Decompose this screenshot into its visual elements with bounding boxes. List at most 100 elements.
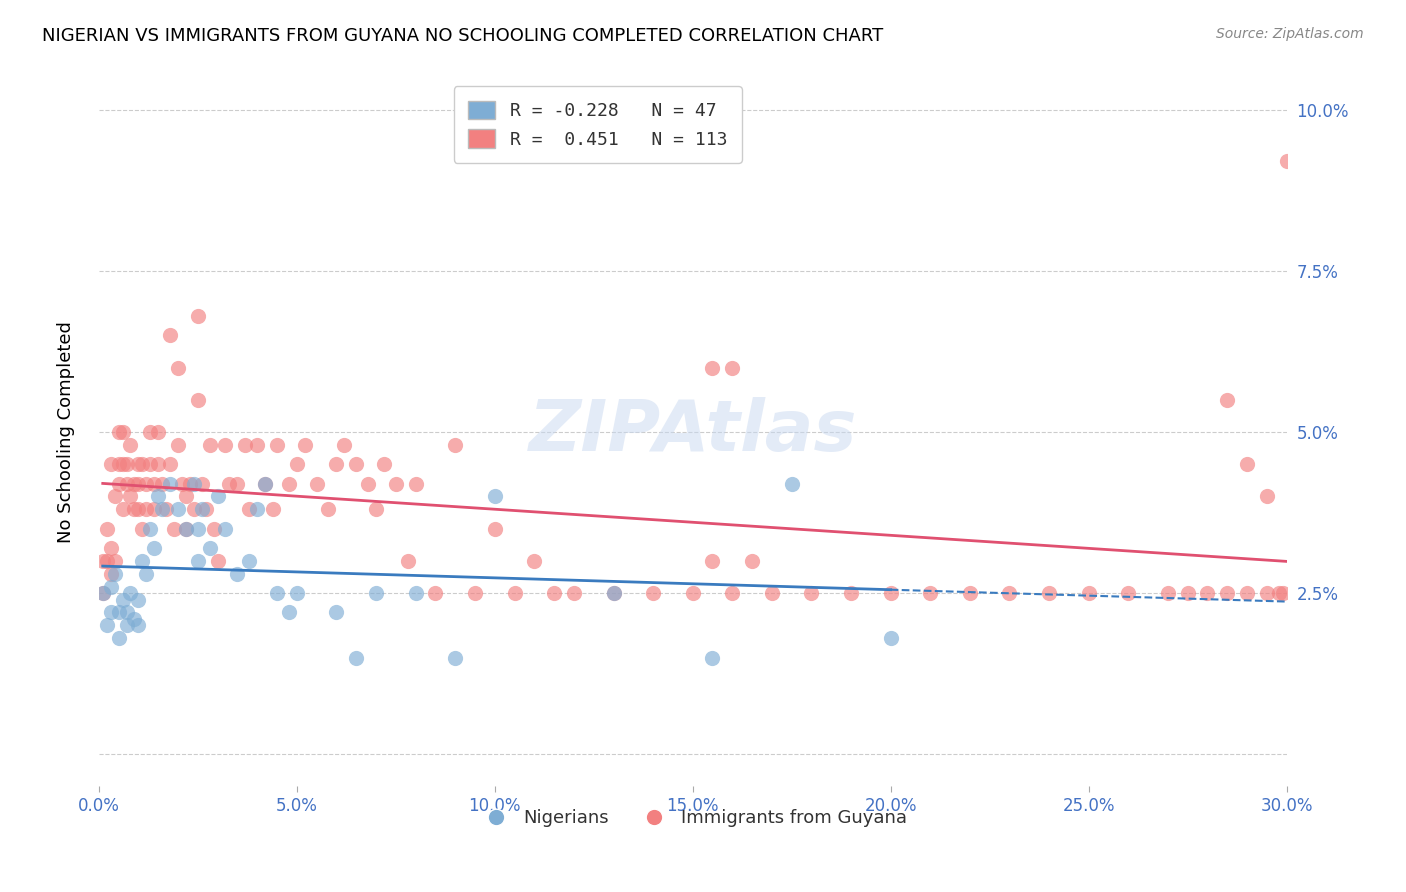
Point [124,612,146,626]
Point [143,476,166,491]
Point [364,502,387,516]
Point [174,490,197,504]
Point [143,502,166,516]
Point [148,490,170,504]
Point [879,632,901,646]
Point [100,566,122,581]
Point [194,502,217,516]
Point [344,457,367,471]
Point [1216,392,1239,407]
Point [920,586,942,600]
Point [318,502,340,516]
Point [1197,586,1219,600]
Point [120,490,142,504]
Point [100,457,122,471]
Point [187,392,209,407]
Point [135,566,157,581]
Point [187,554,209,568]
Point [780,476,803,491]
Point [135,502,157,516]
Point [294,438,316,452]
Text: ZIPAtlas: ZIPAtlas [529,398,856,467]
Point [246,438,269,452]
Point [643,586,665,600]
Point [682,586,704,600]
Point [159,476,181,491]
Point [464,586,486,600]
Point [96,554,118,568]
Point [218,476,240,491]
Point [139,457,162,471]
Point [333,438,356,452]
Text: atlas: atlas [676,405,876,474]
Point [1267,586,1289,600]
Point [167,502,190,516]
Y-axis label: No Schooling Completed: No Schooling Completed [58,321,75,543]
Point [187,522,209,536]
Point [523,554,546,568]
Point [839,586,862,600]
Point [148,457,170,471]
Point [124,476,146,491]
Point [111,457,134,471]
Point [425,586,447,600]
Point [131,457,153,471]
Point [384,476,406,491]
Point [111,592,134,607]
Point [396,554,419,568]
Point [127,618,149,632]
Point [150,502,173,516]
Point [107,457,129,471]
Point [238,554,260,568]
Point [1271,586,1294,600]
Point [115,476,138,491]
Point [285,457,308,471]
Point [702,360,724,375]
Point [170,476,193,491]
Point [148,425,170,439]
Point [226,566,249,581]
Point [761,586,783,600]
Point [115,618,138,632]
Point [104,566,127,581]
Point [150,476,173,491]
Point [155,502,177,516]
Point [285,586,308,600]
Legend: Nigerians, Immigrants from Guyana: Nigerians, Immigrants from Guyana [471,802,914,834]
Point [135,476,157,491]
Point [277,476,299,491]
Point [198,438,221,452]
Point [91,586,114,600]
Point [405,476,427,491]
Point [214,522,236,536]
Point [143,541,166,555]
Point [202,522,225,536]
Point [167,438,190,452]
Point [111,425,134,439]
Point [602,586,624,600]
Point [262,502,284,516]
Point [107,606,129,620]
Point [96,522,118,536]
Point [139,522,162,536]
Point [124,502,146,516]
Point [254,476,277,491]
Point [254,476,277,491]
Point [107,632,129,646]
Point [139,425,162,439]
Point [1236,457,1258,471]
Point [1077,586,1099,600]
Point [174,522,197,536]
Point [179,476,201,491]
Point [1236,586,1258,600]
Point [115,606,138,620]
Point [91,554,114,568]
Point [325,457,347,471]
Point [1116,586,1139,600]
Point [1256,586,1278,600]
Point [104,490,127,504]
Point [562,586,585,600]
Point [1038,586,1060,600]
Point [344,650,367,665]
Point [120,586,142,600]
